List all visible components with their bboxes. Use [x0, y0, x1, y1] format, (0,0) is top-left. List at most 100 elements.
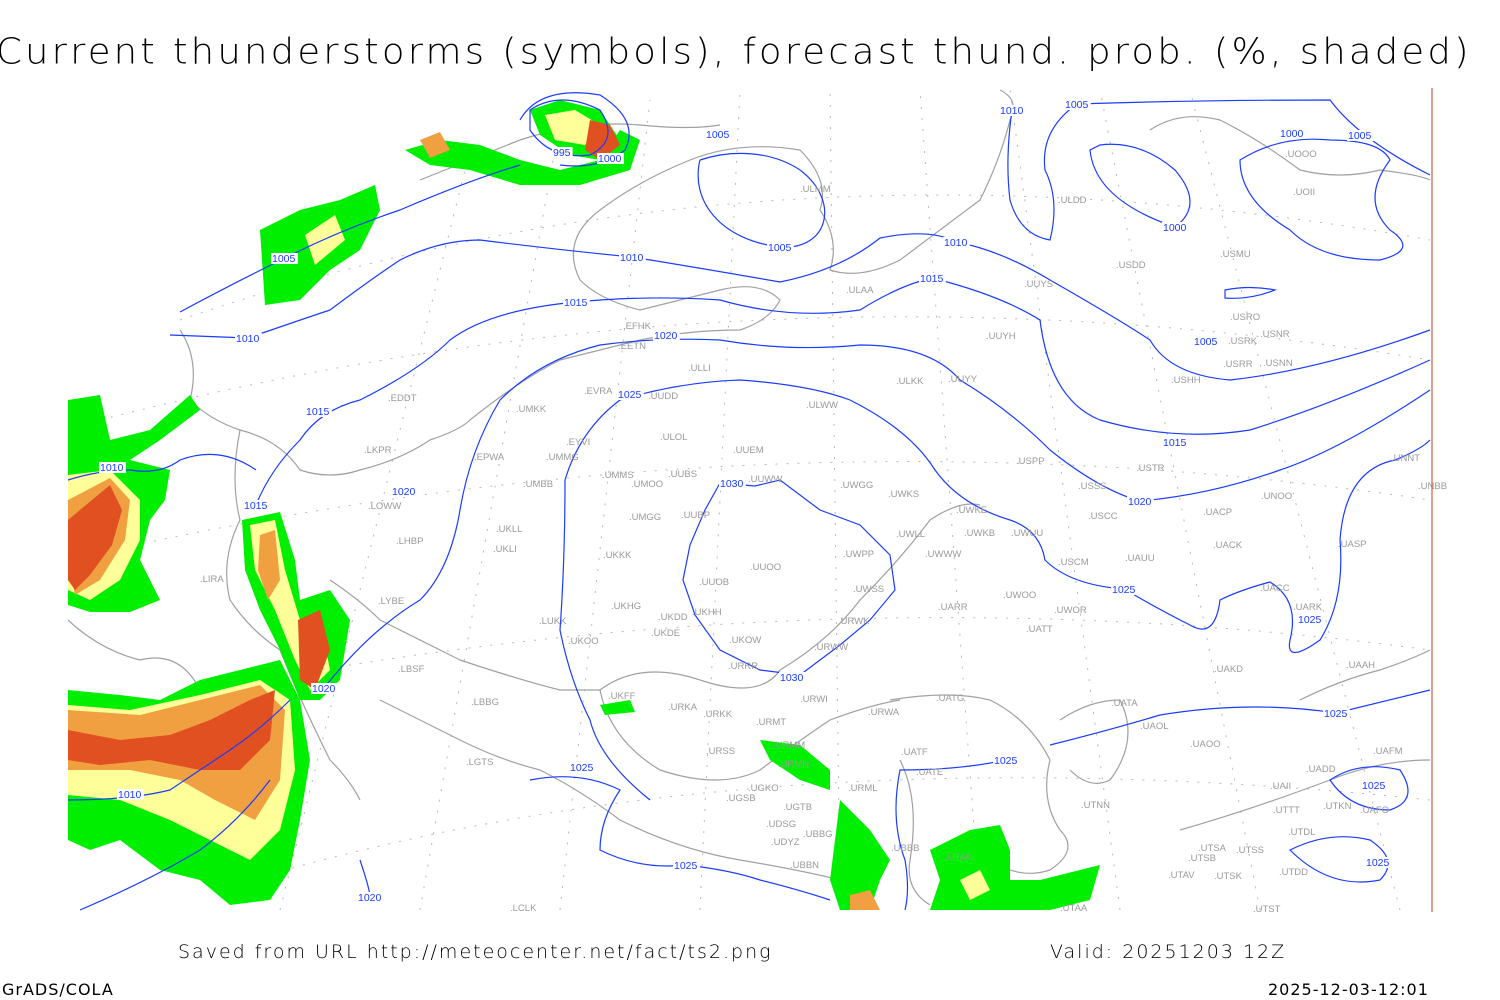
station-label: .UWGG	[840, 480, 873, 491]
station-label: .UBBB	[891, 843, 920, 854]
map-title: Current thunderstorms (symbols), forecas…	[0, 31, 1472, 72]
station-label: .UTSK	[1214, 871, 1243, 882]
isobar-label: 1005	[1348, 130, 1372, 142]
isobar-label: 1005	[1194, 336, 1218, 348]
station-label: .UARR	[938, 602, 968, 613]
station-label: .UBBN	[790, 860, 819, 871]
isobar-label: 1010	[118, 789, 142, 801]
station-label: .UAAH	[1346, 660, 1375, 671]
isobar-label: 1025	[570, 762, 594, 774]
station-label: .UGKO	[748, 783, 779, 794]
station-label: .UGSB	[726, 793, 756, 804]
probability-area	[760, 740, 830, 790]
coastline	[1059, 699, 1129, 784]
isobar-label: 1010	[944, 237, 968, 249]
coastline	[179, 329, 471, 476]
isobar-label: 1020	[358, 892, 382, 904]
isobar-label: 1010	[1000, 105, 1024, 117]
station-label: .UUYY	[948, 374, 978, 385]
station-label: .ULWW	[806, 400, 838, 411]
isobar-label: 1025	[618, 389, 642, 401]
coastline	[899, 759, 931, 906]
isobar-label-bg	[919, 273, 946, 284]
isobar-label-bg	[1347, 130, 1374, 141]
probability-area	[68, 690, 275, 770]
station-label: .LBSF	[398, 664, 425, 675]
isobar-label-bg	[1297, 614, 1324, 625]
isobar-label-bg	[673, 860, 700, 871]
isobar-label: 1030	[780, 672, 804, 684]
isobar	[1239, 138, 1404, 261]
isobar-label-bg	[617, 389, 644, 400]
isobar	[682, 479, 896, 676]
station-label: .URKK	[703, 709, 733, 720]
coastline	[889, 694, 1069, 874]
station-label: .UATT	[1026, 624, 1053, 635]
station-label: .USRK	[1228, 336, 1258, 347]
station-label: .UUOO	[750, 562, 781, 573]
station-label: .EFHK	[623, 321, 652, 332]
station-label: .LOWW	[368, 501, 401, 512]
probability-area	[258, 530, 280, 600]
station-label: .URSS	[706, 746, 735, 757]
station-label: .UTST	[1253, 904, 1281, 915]
station-label: .UWKB	[964, 528, 995, 539]
station-label: .ULKK	[896, 376, 924, 387]
station-label: .UUBS	[668, 469, 697, 480]
isobar-label-bg	[1193, 336, 1220, 347]
isobar-label: 1025	[1298, 614, 1322, 626]
isobar	[1007, 99, 1431, 241]
station-label: .URMM	[773, 740, 805, 751]
station-label: .UNBB	[1418, 481, 1447, 492]
station-labels: .ULMM .ULDD .USDD .USMU .UOOO .UOII .ULAA .UUYS…	[200, 149, 1447, 915]
station-label: .USMU	[1220, 249, 1251, 260]
station-label: .UKDD	[658, 612, 688, 623]
isobar	[1049, 689, 1431, 746]
station-label: .UKDE	[651, 628, 680, 639]
station-label: .UMBB	[523, 479, 553, 490]
coastline	[572, 89, 1014, 281]
coastline	[469, 279, 781, 421]
grid-line	[179, 194, 1431, 321]
station-label: .UTKN	[1323, 801, 1352, 812]
station-label: .UWWW	[925, 549, 961, 560]
software-credit: GrADS/COLA	[2, 980, 114, 999]
probability-area	[585, 120, 620, 160]
station-label: .UUBP	[681, 510, 710, 521]
isobar-label: 1015	[244, 500, 268, 512]
isobar-label-bg	[1064, 99, 1091, 110]
isobar-label-bg	[243, 500, 270, 511]
station-label: .UTSB	[1188, 853, 1216, 864]
station-label: .URMN	[778, 759, 809, 770]
station-label: .USNR	[1260, 329, 1290, 340]
station-label: .USHH	[1171, 375, 1201, 386]
station-label: .UUYS	[1024, 279, 1053, 290]
station-label: .UTSS	[1236, 845, 1264, 856]
station-label: .UWSS	[853, 584, 884, 595]
isobar-label: 1020	[1128, 496, 1152, 508]
isobar-label-bg	[569, 762, 596, 773]
probability-area	[600, 700, 635, 715]
station-label: .UWOR	[1054, 605, 1087, 616]
station-label: .UMGG	[629, 512, 661, 523]
station-label: .LIRA	[200, 574, 224, 585]
isobar-label-bg	[305, 406, 332, 417]
isobar	[179, 164, 521, 313]
station-label: .UMMG	[546, 452, 579, 463]
station-label: .URML	[848, 783, 878, 794]
station-label: .LGTS	[466, 757, 493, 768]
station-label: .UUYH	[986, 331, 1016, 342]
station-label: .UUDD	[648, 391, 678, 402]
station-label: .UAII	[1270, 781, 1291, 792]
isobar-label-bg	[1279, 128, 1306, 139]
station-label: .UOOO	[1285, 149, 1317, 160]
source-url-text: Saved from URL http://meteocenter.net/fa…	[178, 941, 773, 963]
coastline	[599, 689, 901, 781]
station-label: .UMMS	[602, 470, 634, 481]
isobar	[529, 99, 609, 157]
probability-area	[305, 215, 345, 265]
isobar-labels: 995 1000 1005 1005 1010 1015 1020 1025 1030 1030 1…	[99, 99, 1392, 904]
isobar-label-bg	[1361, 780, 1388, 791]
station-label: .UDYZ	[771, 837, 800, 848]
station-label: .EETN	[618, 341, 646, 352]
